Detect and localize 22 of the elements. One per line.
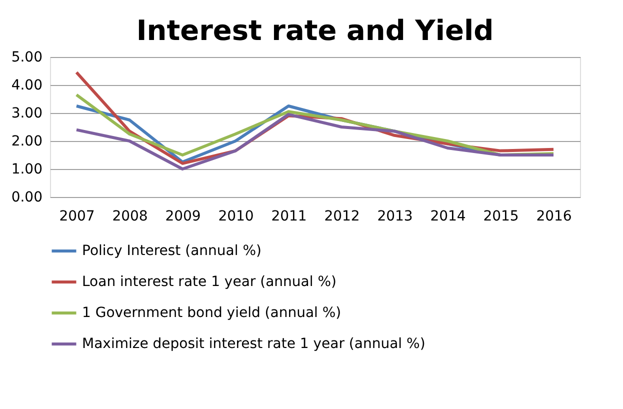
x-tick-label: 2014 bbox=[430, 208, 466, 224]
chart-title: Interest rate and Yield bbox=[136, 14, 494, 47]
x-tick-label: 2015 bbox=[483, 208, 519, 224]
y-tick-label: 1.00 bbox=[11, 162, 42, 178]
x-tick-label: 2011 bbox=[271, 208, 307, 224]
x-tick-label: 2012 bbox=[324, 208, 360, 224]
y-tick-label: 4.00 bbox=[11, 78, 42, 94]
x-tick-label: 2007 bbox=[59, 208, 95, 224]
y-tick-label: 5.00 bbox=[11, 50, 42, 66]
legend-label: Policy Interest (annual %) bbox=[82, 243, 262, 259]
y-tick-label: 0.00 bbox=[11, 190, 42, 206]
legend-label: Maximize deposit interest rate 1 year (annual %) bbox=[82, 336, 426, 352]
x-tick-label: 2008 bbox=[112, 208, 148, 224]
x-tick-label: 2009 bbox=[165, 208, 201, 224]
x-tick-label: 2016 bbox=[536, 208, 572, 224]
line-series bbox=[75, 112, 555, 170]
legend-label: 1 Government bond yield (annual %) bbox=[82, 305, 342, 321]
legend-label: Loan interest rate 1 year (annual %) bbox=[82, 274, 336, 290]
y-tick-label: 3.00 bbox=[11, 106, 42, 122]
x-tick-label: 2010 bbox=[218, 208, 254, 224]
y-tick-label: 2.00 bbox=[11, 134, 42, 150]
x-tick-label: 2013 bbox=[377, 208, 413, 224]
